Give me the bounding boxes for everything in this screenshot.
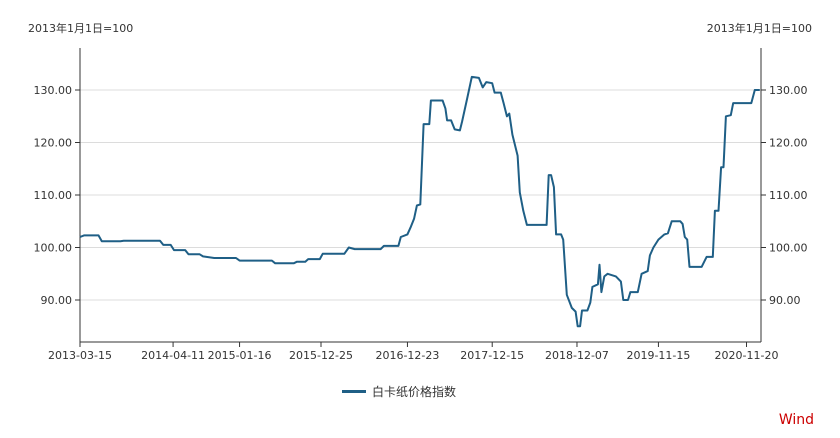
y-tick-label-left: 120.00 — [34, 137, 73, 150]
source-label: Wind — [778, 412, 814, 428]
y-axis-left-unit: 2013年1月1日=100 — [28, 22, 134, 35]
y-axis-left-ticks: 90.00 100.00 110.00 120.00 130.00 — [34, 84, 80, 307]
legend: 白卡纸价格指数 — [342, 383, 456, 400]
legend-swatch — [342, 390, 366, 393]
x-axis-ticks: 2013-03-15 2014-04-11 2015-01-16 2015-12-25… — [48, 342, 778, 362]
y-tick-label-right: 120.00 — [769, 137, 808, 150]
x-tick-label: 2015-12-25 — [289, 349, 353, 362]
y-tick-label-right: 90.00 — [769, 294, 801, 307]
y-axis-right-unit: 2013年1月1日=100 — [706, 22, 812, 35]
x-tick-label: 2015-01-16 — [208, 349, 272, 362]
y-axis-right-ticks: 90.00 100.00 110.00 120.00 130.00 — [761, 84, 808, 307]
y-tick-label-left: 130.00 — [34, 84, 73, 97]
series-layer — [79, 75, 760, 328]
y-tick-label-right: 110.00 — [769, 189, 808, 202]
x-tick-label: 2013-03-15 — [48, 349, 112, 362]
y-tick-label-left: 90.00 — [41, 294, 73, 307]
x-tick-label: 2014-04-11 — [141, 349, 205, 362]
y-tick-label-left: 110.00 — [34, 189, 73, 202]
y-tick-label-right: 130.00 — [769, 84, 808, 97]
series-line — [79, 75, 760, 328]
y-tick-label-left: 100.00 — [34, 242, 73, 255]
x-tick-label: 2019-11-15 — [626, 349, 690, 362]
x-tick-label: 2017-12-15 — [460, 349, 524, 362]
legend-label: 白卡纸价格指数 — [372, 385, 457, 399]
x-tick-label: 2018-12-07 — [545, 349, 609, 362]
x-tick-label: 2016-12-23 — [375, 349, 439, 362]
x-tick-label: 2020-11-20 — [715, 349, 779, 362]
y-tick-label-right: 100.00 — [769, 242, 808, 255]
